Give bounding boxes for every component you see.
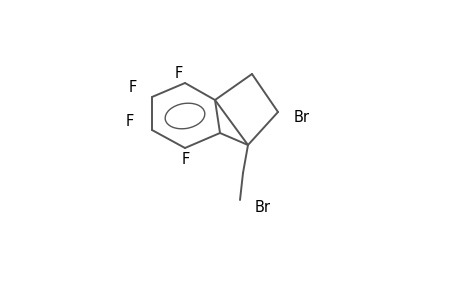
- Text: Br: Br: [293, 110, 309, 125]
- Text: F: F: [129, 80, 137, 95]
- Text: Br: Br: [254, 200, 270, 215]
- Text: F: F: [174, 67, 183, 82]
- Text: F: F: [126, 113, 134, 128]
- Text: F: F: [181, 152, 190, 167]
